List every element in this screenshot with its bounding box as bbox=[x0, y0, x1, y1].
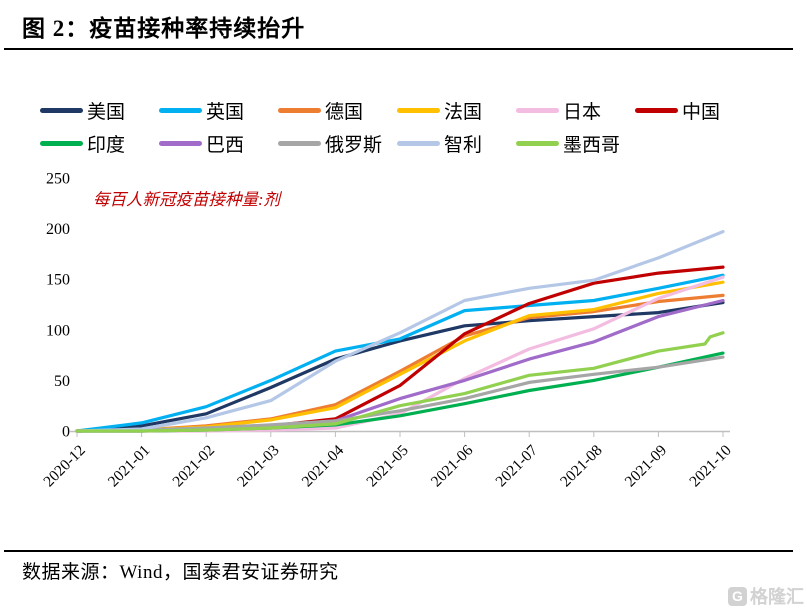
legend-item-germany: 德国 bbox=[278, 99, 397, 123]
legend-label-chile: 智利 bbox=[444, 135, 483, 156]
series-line-uk bbox=[75, 273, 725, 433]
y-axis-label-50: 50 bbox=[54, 373, 70, 390]
legend-item-france: 法国 bbox=[397, 99, 516, 123]
x-axis-label-2021-01: 2021-01 bbox=[105, 442, 154, 491]
legend-label-uk: 英国 bbox=[206, 102, 245, 123]
legend-item-india: 印度 bbox=[40, 132, 159, 156]
chart-annotation: 每百人新冠疫苗接种量:剂 bbox=[93, 190, 282, 209]
vaccination-line-chart: 0 50 100 150 200 250 每百人新冠疫苗接种量:剂 2020-12 2021-0… bbox=[40, 171, 735, 491]
y-axis-label-200: 200 bbox=[46, 221, 70, 238]
legend-item-china: 中国 bbox=[635, 99, 754, 123]
legend-label-mexico: 墨西哥 bbox=[563, 135, 621, 156]
x-axis-label-2021-05: 2021-05 bbox=[363, 442, 412, 491]
legend-item-uk: 英国 bbox=[159, 99, 278, 123]
figure-title: 图 2：疫苗接种率持续抬升 bbox=[22, 16, 306, 41]
legend-swatch-mexico bbox=[516, 141, 559, 146]
footer-divider-line bbox=[4, 550, 793, 552]
x-axis-label-2021-09: 2021-09 bbox=[622, 442, 671, 491]
x-axis-label-2021-04: 2021-04 bbox=[299, 442, 348, 491]
legend-label-germany: 德国 bbox=[325, 102, 364, 123]
legend-swatch-brazil bbox=[159, 141, 202, 146]
x-axis-label-2021-10: 2021-10 bbox=[686, 442, 735, 491]
x-axis-label-2021-06: 2021-06 bbox=[428, 442, 477, 491]
legend-swatch-france bbox=[397, 108, 440, 113]
legend-swatch-russia bbox=[278, 141, 321, 146]
legend-row: 美国 英国 德国 法国 日本 中国 bbox=[40, 99, 800, 123]
y-axis-label-0: 0 bbox=[62, 424, 70, 441]
legend-item-chile: 智利 bbox=[397, 132, 516, 156]
legend-swatch-uk bbox=[159, 108, 202, 113]
x-axis-label-2021-08: 2021-08 bbox=[557, 442, 606, 491]
legend-label-china: 中国 bbox=[682, 102, 721, 123]
chart-legend: 美国 英国 德国 法国 日本 中国印度 巴西 俄罗斯 智利 墨西哥 bbox=[40, 99, 800, 165]
legend-row: 印度 巴西 俄罗斯 智利 墨西哥 bbox=[40, 132, 800, 156]
watermark-label: 格隆汇 bbox=[750, 587, 804, 607]
series-line-chile bbox=[75, 230, 725, 433]
title-divider-line bbox=[4, 48, 793, 50]
legend-label-india: 印度 bbox=[87, 135, 126, 156]
series-line-usa bbox=[75, 300, 725, 433]
series-line-france bbox=[75, 280, 725, 433]
gelonghui-logo-icon: G bbox=[728, 586, 747, 606]
site-watermark: G 格隆汇 bbox=[728, 583, 804, 609]
y-axis-label-100: 100 bbox=[46, 322, 70, 339]
legend-label-usa: 美国 bbox=[87, 102, 126, 123]
data-source-text: 数据来源：Wind，国泰君安证券研究 bbox=[22, 562, 339, 583]
legend-swatch-india bbox=[40, 141, 83, 146]
legend-swatch-china bbox=[635, 108, 678, 113]
legend-item-russia: 俄罗斯 bbox=[278, 132, 397, 156]
x-axis-label-2021-03: 2021-03 bbox=[234, 442, 283, 491]
series-line-mexico bbox=[75, 331, 725, 433]
legend-swatch-germany bbox=[278, 108, 321, 113]
y-axis-label-250: 250 bbox=[46, 171, 70, 188]
x-axis-label-2021-07: 2021-07 bbox=[492, 442, 541, 491]
legend-item-usa: 美国 bbox=[40, 99, 159, 123]
x-axis-label-2021-02: 2021-02 bbox=[169, 442, 218, 491]
legend-label-brazil: 巴西 bbox=[206, 135, 245, 156]
legend-item-japan: 日本 bbox=[516, 99, 635, 123]
legend-swatch-usa bbox=[40, 108, 83, 113]
legend-swatch-japan bbox=[516, 108, 559, 113]
legend-label-japan: 日本 bbox=[563, 102, 602, 123]
legend-label-france: 法国 bbox=[444, 102, 483, 123]
y-axis-label-150: 150 bbox=[46, 272, 70, 289]
legend-item-brazil: 巴西 bbox=[159, 132, 278, 156]
legend-swatch-chile bbox=[397, 141, 440, 146]
legend-label-russia: 俄罗斯 bbox=[325, 135, 383, 156]
legend-item-mexico: 墨西哥 bbox=[516, 132, 635, 156]
x-axis-label-2020-12: 2020-12 bbox=[40, 442, 89, 491]
series-line-russia bbox=[75, 355, 725, 433]
